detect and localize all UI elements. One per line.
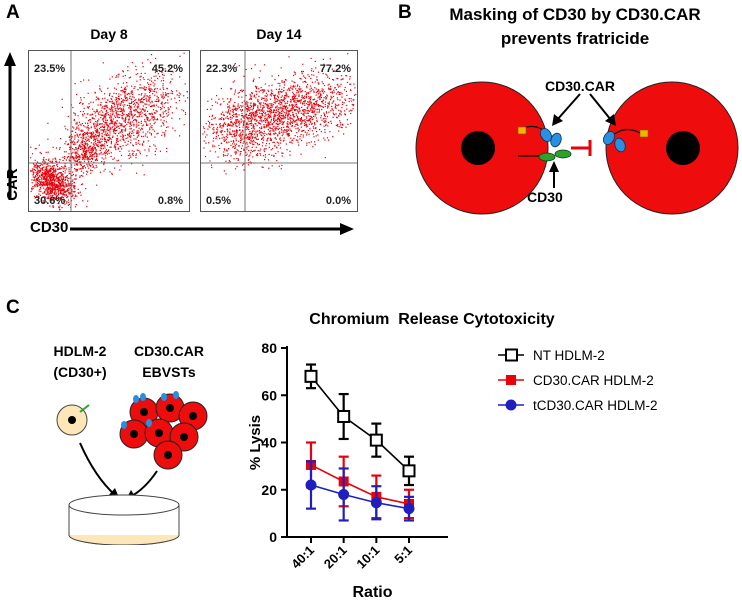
y-tick-label: 20	[261, 482, 277, 498]
chart-title: Chromium Release Cytotoxicity	[309, 311, 555, 328]
legend-item-1: CD30.CAR HDLM-2	[498, 373, 654, 388]
legend-label: tCD30.CAR HDLM-2	[533, 398, 658, 413]
coculture-diagram	[56, 391, 208, 545]
flow-events	[38, 52, 189, 186]
cd30-axis-arrow	[70, 223, 354, 235]
series-0	[304, 363, 416, 487]
left-nucleus	[461, 131, 495, 165]
data-point	[403, 503, 415, 515]
cd30-axis-label: CD30	[30, 219, 69, 236]
data-point	[304, 369, 318, 383]
data-point	[370, 497, 382, 509]
right-car-scfv-icon	[603, 131, 615, 145]
x-tick-label: 40:1	[288, 543, 317, 572]
effector-cells-icon	[119, 391, 208, 470]
legend-item-0: NT HDLM-2	[498, 348, 605, 363]
series-line	[310, 484, 410, 510]
y-tick-label: 0	[269, 529, 277, 545]
series-line	[310, 464, 410, 505]
legend-label: CD30.CAR HDLM-2	[533, 373, 654, 388]
panel-b-title-line2: prevents fratricide	[500, 29, 650, 48]
day14-q-lower-right: 0.0%	[325, 195, 351, 207]
legend-marker	[506, 375, 516, 385]
left-car-signal-icon	[517, 126, 527, 135]
left-car-scfv-icon	[540, 128, 552, 142]
day8-q-lower-right: 0.8%	[157, 195, 183, 207]
cytotoxicity-chart: Chromium Release Cytotoxicity 0 20 40 60 80 40…	[247, 311, 658, 601]
x-tick-label: 10:1	[353, 543, 382, 572]
data-point	[402, 464, 416, 478]
data-point	[338, 488, 350, 500]
day8-q-upper-left: 23.5%	[34, 63, 66, 75]
data-point	[305, 479, 317, 491]
legend-label: NT HDLM-2	[533, 348, 605, 363]
car-label: CD30.CAR	[545, 78, 616, 94]
day14-q-upper-left: 22.3%	[206, 63, 238, 75]
day8-title: Day 8	[90, 26, 128, 42]
x-tick-label: 20:1	[321, 543, 350, 572]
x-axis-label: Ratio	[353, 584, 393, 601]
y-tick-label: 60	[261, 387, 277, 403]
day8-q-lower-left: 30.6%	[34, 195, 66, 207]
series-2	[305, 460, 415, 522]
day14-q-lower-left: 0.5%	[206, 195, 232, 207]
hdlm2-label: HDLM-2 (CD30+)	[48, 341, 112, 383]
flow-events	[41, 117, 124, 190]
legend-marker	[505, 399, 517, 411]
data-point	[337, 410, 351, 424]
y-tick-label: 40	[261, 435, 277, 451]
panel-b-title-line1: Masking of CD30 by CD30.CAR	[449, 5, 701, 24]
flow-scatter-day14	[201, 51, 357, 211]
ebvst-label-line2: EBVSTs	[142, 364, 196, 380]
y-axis-label: % Lysis	[247, 415, 264, 470]
flow-plot-day8: 23.5% 45.2% 30.6% 0.8%	[28, 50, 190, 212]
x-tick-label: 5:1	[391, 543, 415, 567]
car-axis-arrow	[4, 52, 16, 200]
right-car-signal-icon	[639, 129, 649, 138]
ebvst-label: CD30.CAR EBVSTs	[124, 341, 214, 383]
panel-b-letter: B	[398, 2, 412, 23]
panel-c-letter: C	[6, 297, 20, 318]
panel-a-letter: A	[6, 2, 20, 23]
legend-marker	[505, 348, 518, 362]
series-line	[310, 375, 410, 472]
ebvst-label-line1: CD30.CAR	[133, 343, 204, 359]
cd30-molecule-icon	[538, 152, 556, 162]
hdlm2-label-line1: HDLM-2	[53, 343, 107, 359]
cd30-label: CD30	[527, 189, 563, 205]
fratricide-diagram	[415, 81, 739, 215]
day14-title: Day 14	[256, 26, 302, 42]
right-nucleus	[666, 131, 700, 165]
flow-plot-day14: 22.3% 77.2% 0.5% 0.0%	[200, 50, 358, 212]
culture-dish-icon	[68, 494, 180, 545]
car-axis-label: CAR	[3, 168, 21, 201]
data-point	[369, 433, 383, 447]
legend-item-2: tCD30.CAR HDLM-2	[498, 398, 658, 413]
day14-q-upper-right: 77.2%	[319, 63, 351, 75]
flow-events	[30, 146, 89, 211]
flow-events	[202, 53, 357, 169]
hdlm2-label-line2: (CD30+)	[53, 364, 107, 380]
day8-q-upper-right: 45.2%	[151, 63, 183, 75]
flow-scatter-day8	[29, 51, 189, 211]
y-tick-label: 80	[261, 340, 277, 356]
